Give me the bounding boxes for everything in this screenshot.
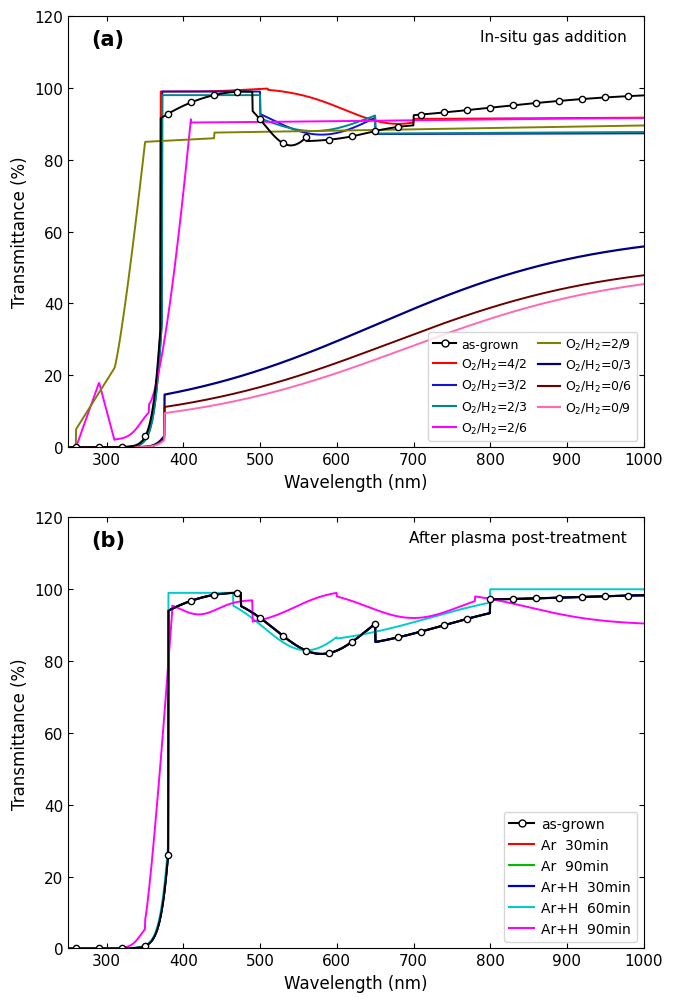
- Text: (a): (a): [92, 30, 125, 50]
- X-axis label: Wavelength (nm): Wavelength (nm): [284, 473, 428, 491]
- Y-axis label: Transmittance (%): Transmittance (%): [11, 658, 29, 809]
- Text: After plasma post-treatment: After plasma post-treatment: [408, 531, 626, 546]
- Y-axis label: Transmittance (%): Transmittance (%): [11, 156, 29, 308]
- Text: (b): (b): [92, 531, 125, 551]
- Legend: as-grown, O$_2$/H$_2$=4/2, O$_2$/H$_2$=3/2, O$_2$/H$_2$=2/3, O$_2$/H$_2$=2/6, O$: as-grown, O$_2$/H$_2$=4/2, O$_2$/H$_2$=3…: [428, 332, 638, 441]
- X-axis label: Wavelength (nm): Wavelength (nm): [284, 974, 428, 992]
- Text: In-situ gas addition: In-situ gas addition: [480, 30, 626, 45]
- Legend: as-grown, Ar  30min, Ar  90min, Ar+H  30min, Ar+H  60min, Ar+H  90min: as-grown, Ar 30min, Ar 90min, Ar+H 30min…: [504, 811, 637, 942]
